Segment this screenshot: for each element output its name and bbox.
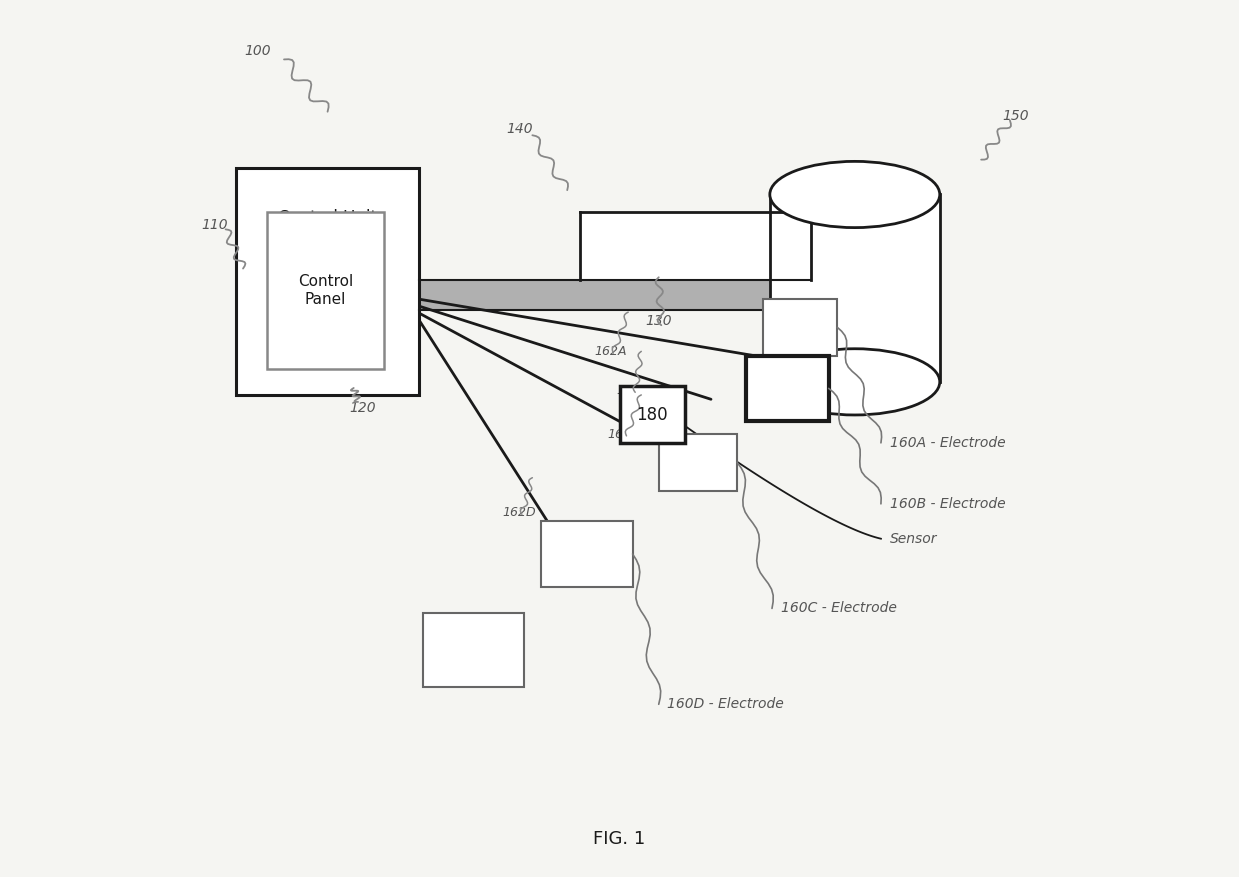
Text: 160D - Electrode: 160D - Electrode xyxy=(668,697,784,711)
Bar xyxy=(620,386,685,443)
Bar xyxy=(769,195,939,381)
Bar xyxy=(237,168,419,395)
Text: 160A - Electrode: 160A - Electrode xyxy=(890,436,1005,450)
Text: Control
Panel: Control Panel xyxy=(297,275,353,307)
Text: FIG. 1: FIG. 1 xyxy=(593,831,646,848)
Bar xyxy=(419,280,812,310)
Text: 162B: 162B xyxy=(616,384,649,397)
Text: Control Unit: Control Unit xyxy=(278,209,377,227)
Text: 100: 100 xyxy=(244,44,271,58)
Text: 162C: 162C xyxy=(607,428,641,440)
Text: 140: 140 xyxy=(506,122,533,136)
Text: 180: 180 xyxy=(637,405,668,424)
Text: 110: 110 xyxy=(201,218,228,232)
Bar xyxy=(424,613,524,687)
Ellipse shape xyxy=(769,161,939,228)
Text: 150: 150 xyxy=(1002,109,1030,123)
Text: 160C - Electrode: 160C - Electrode xyxy=(781,602,897,616)
Text: Sensor: Sensor xyxy=(890,531,937,545)
Bar xyxy=(580,212,812,280)
Text: 160B - Electrode: 160B - Electrode xyxy=(890,497,1005,511)
Text: 120: 120 xyxy=(349,401,375,415)
Bar xyxy=(659,434,737,491)
Text: 130: 130 xyxy=(646,314,672,328)
Bar xyxy=(746,356,829,421)
Ellipse shape xyxy=(769,349,939,415)
Bar xyxy=(541,521,633,587)
Text: 162A: 162A xyxy=(595,345,627,358)
Text: 162D: 162D xyxy=(503,506,536,519)
Bar xyxy=(763,299,838,356)
Bar xyxy=(266,212,384,369)
